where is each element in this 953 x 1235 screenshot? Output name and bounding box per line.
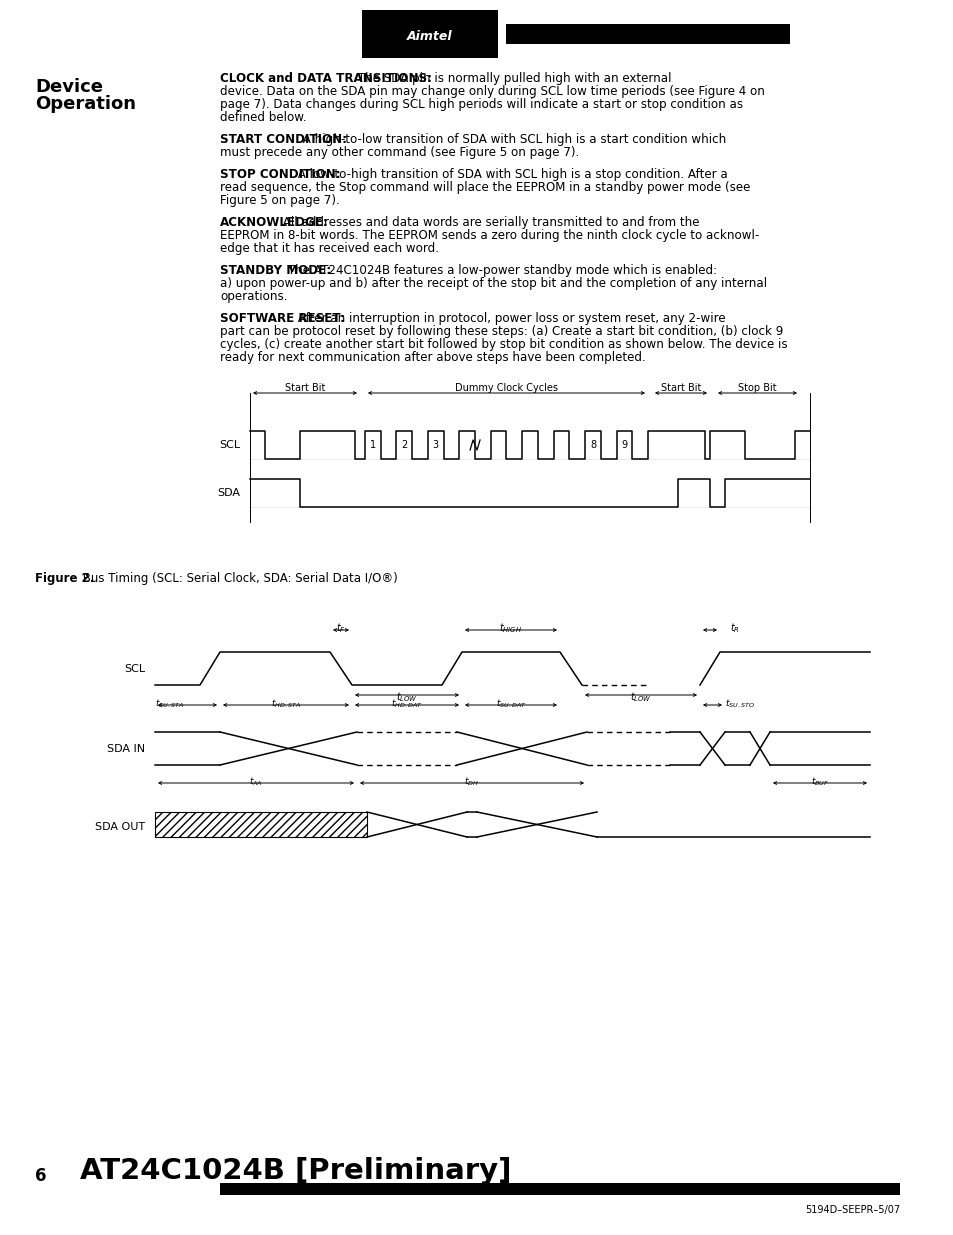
- Text: SDA IN: SDA IN: [107, 743, 145, 755]
- Bar: [361, 10, 497, 58]
- Bar: [154, 811, 367, 837]
- Bar: [220, 1183, 899, 1195]
- Text: SDA OUT: SDA OUT: [94, 823, 145, 832]
- Text: STOP CONDITION:: STOP CONDITION:: [220, 168, 340, 182]
- Text: $t_{BUF}$: $t_{BUF}$: [810, 776, 828, 788]
- Text: A low-to-high transition of SDA with SCL high is a stop condition. After a: A low-to-high transition of SDA with SCL…: [294, 168, 727, 182]
- Text: Stop Bit: Stop Bit: [738, 383, 776, 393]
- Text: 9: 9: [620, 440, 627, 450]
- Text: Start Bit: Start Bit: [285, 383, 325, 393]
- Text: ACKNOWLEDGE:: ACKNOWLEDGE:: [220, 216, 329, 228]
- Text: a) upon power-up and b) after the receipt of the stop bit and the completion of : a) upon power-up and b) after the receip…: [220, 277, 766, 290]
- Text: SDA: SDA: [216, 488, 240, 498]
- Text: The SDA pin is normally pulled high with an external: The SDA pin is normally pulled high with…: [354, 72, 670, 85]
- Text: operations.: operations.: [220, 290, 287, 303]
- Text: cycles, (c) create another start bit followed by stop bit condition as shown bel: cycles, (c) create another start bit fol…: [220, 338, 787, 351]
- Text: 8: 8: [589, 440, 596, 450]
- Text: 3: 3: [433, 440, 438, 450]
- Text: $t_{SU.STO}$: $t_{SU.STO}$: [724, 698, 754, 710]
- Text: $t_{SU.DAT}$: $t_{SU.DAT}$: [495, 698, 526, 710]
- Text: Figure 2.: Figure 2.: [35, 572, 94, 585]
- Text: Dummy Clock Cycles: Dummy Clock Cycles: [455, 383, 558, 393]
- Text: Figure 5 on page 7).: Figure 5 on page 7).: [220, 194, 339, 207]
- Text: Start Bit: Start Bit: [660, 383, 700, 393]
- Text: The AT24C1024B features a low-power standby mode which is enabled:: The AT24C1024B features a low-power stan…: [284, 264, 717, 277]
- Text: page 7). Data changes during SCL high periods will indicate a start or stop cond: page 7). Data changes during SCL high pe…: [220, 98, 742, 111]
- Text: $t_{HD.DAT}$: $t_{HD.DAT}$: [391, 698, 422, 710]
- Text: SOFTWARE RESET:: SOFTWARE RESET:: [220, 312, 345, 325]
- Text: 5194D–SEEPR–5/07: 5194D–SEEPR–5/07: [804, 1205, 899, 1215]
- Text: SCL: SCL: [218, 440, 240, 450]
- Text: edge that it has received each word.: edge that it has received each word.: [220, 242, 438, 254]
- Text: Device: Device: [35, 78, 103, 96]
- Text: defined below.: defined below.: [220, 111, 306, 124]
- Text: Aimtel: Aimtel: [407, 30, 453, 42]
- Text: 6: 6: [35, 1167, 47, 1186]
- Text: STANDBY MODE:: STANDBY MODE:: [220, 264, 331, 277]
- Text: Operation: Operation: [35, 95, 136, 112]
- Text: $t_F$: $t_F$: [335, 621, 346, 635]
- Text: $t_{HIGH}$: $t_{HIGH}$: [499, 621, 522, 635]
- Text: Bus Timing (SCL: Serial Clock, SDA: Serial Data I/O®): Bus Timing (SCL: Serial Clock, SDA: Seri…: [79, 572, 397, 585]
- Text: CLOCK and DATA TRANSITIONS:: CLOCK and DATA TRANSITIONS:: [220, 72, 432, 85]
- Text: 1: 1: [370, 440, 375, 450]
- Text: All addresses and data words are serially transmitted to and from the: All addresses and data words are seriall…: [279, 216, 700, 228]
- Text: $t_{AA}$: $t_{AA}$: [249, 776, 263, 788]
- Text: ready for next communication after above steps have been completed.: ready for next communication after above…: [220, 351, 645, 364]
- Text: SCL: SCL: [124, 664, 145, 674]
- Text: $t_R$: $t_R$: [729, 621, 740, 635]
- Text: EEPROM in 8-bit words. The EEPROM sends a zero during the ninth clock cycle to a: EEPROM in 8-bit words. The EEPROM sends …: [220, 228, 759, 242]
- Text: device. Data on the SDA pin may change only during SCL low time periods (see Fig: device. Data on the SDA pin may change o…: [220, 85, 764, 98]
- Text: AT24C1024B [Preliminary]: AT24C1024B [Preliminary]: [80, 1157, 511, 1186]
- Text: $t_{LOW}$: $t_{LOW}$: [629, 690, 651, 704]
- Text: $t_{SU.STA}$: $t_{SU.STA}$: [154, 698, 184, 710]
- Text: $t_{HD.STA}$: $t_{HD.STA}$: [271, 698, 301, 710]
- Text: part can be protocol reset by following these steps: (a) Create a start bit cond: part can be protocol reset by following …: [220, 325, 782, 338]
- Text: A high-to-low transition of SDA with SCL high is a start condition which: A high-to-low transition of SDA with SCL…: [299, 133, 725, 146]
- Text: must precede any other command (see Figure 5 on page 7).: must precede any other command (see Figu…: [220, 146, 578, 159]
- Text: After an interruption in protocol, power loss or system reset, any 2-wire: After an interruption in protocol, power…: [294, 312, 725, 325]
- Text: START CONDITION:: START CONDITION:: [220, 133, 347, 146]
- Text: 2: 2: [401, 440, 407, 450]
- Bar: [505, 23, 789, 44]
- Text: read sequence, the Stop command will place the EEPROM in a standby power mode (s: read sequence, the Stop command will pla…: [220, 182, 750, 194]
- Text: $t_{DH}$: $t_{DH}$: [464, 776, 479, 788]
- Text: $t_{LOW}$: $t_{LOW}$: [395, 690, 417, 704]
